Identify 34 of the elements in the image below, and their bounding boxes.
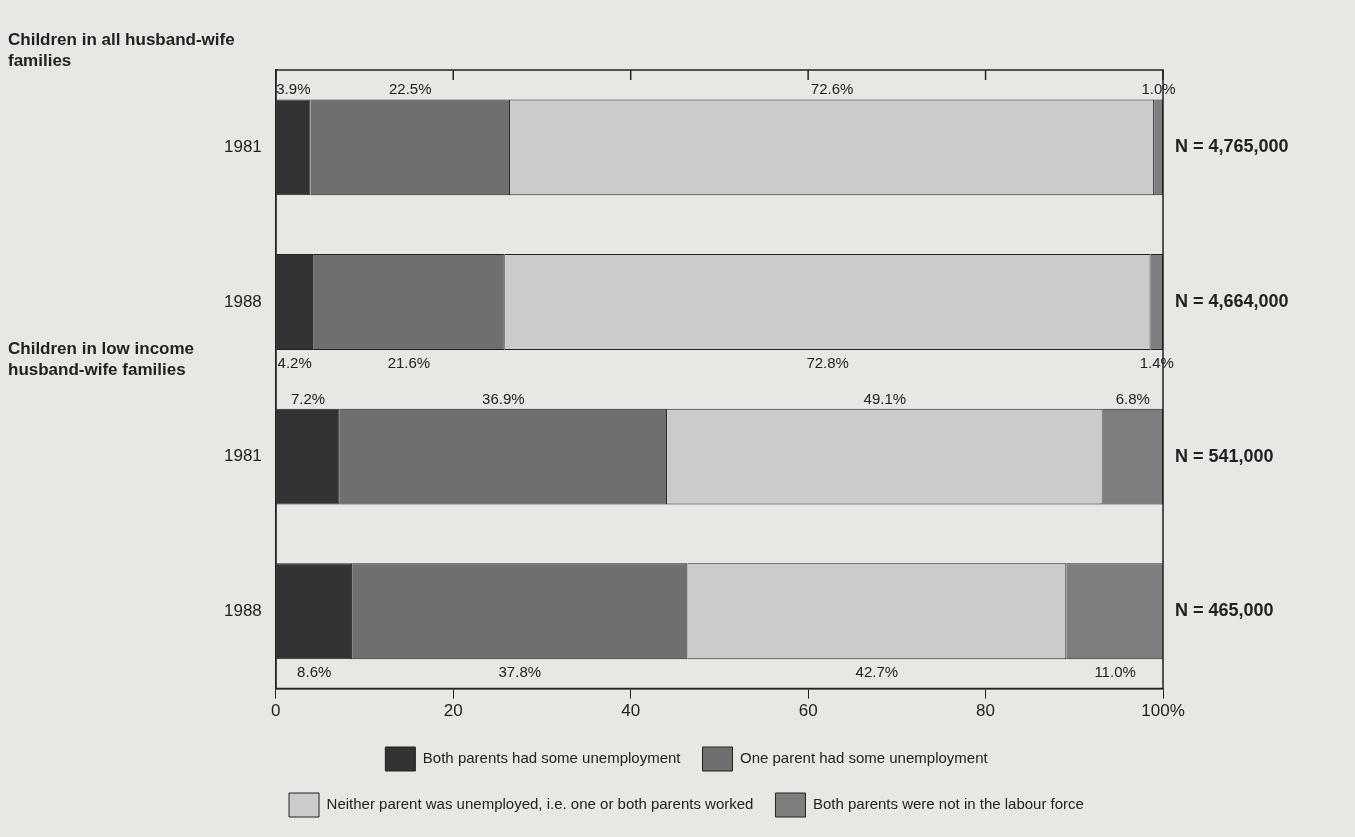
data-label: 11.0% — [1094, 662, 1136, 680]
text: N = 4,664,000 — [1175, 290, 1289, 311]
data-label: 6.8% — [1115, 389, 1150, 407]
data-label: 42.7% — [855, 662, 899, 680]
y-tick-label: 1988 — [223, 600, 262, 620]
data-label: 72.6% — [810, 80, 854, 98]
data-label: 72.8% — [806, 353, 849, 371]
x-tick-label: 60 — [798, 701, 818, 721]
data-label: 3.9% — [276, 80, 311, 98]
data-label: 22.5% — [388, 80, 432, 98]
y-tick-label: 1988 — [223, 291, 262, 311]
data-label: 49.1% — [863, 389, 907, 407]
legend-label: One parent had some unemployment — [740, 749, 989, 767]
legend-label: Neither parent was unemployed, i.e. one or both parents worked — [326, 795, 754, 813]
x-tick-label: 40 — [621, 701, 641, 721]
legend-label: Both parents were not in the labour force — [812, 795, 1084, 813]
data-label: 37.8% — [498, 662, 542, 680]
x-tick-label: 0 — [271, 701, 281, 721]
data-label: 7.2% — [290, 389, 326, 407]
text: Children in low income husband-wife families — [8, 338, 195, 379]
text: Children in all husband-wife families — [8, 29, 235, 70]
data-label: 36.9% — [482, 389, 525, 407]
y-tick-label: 1981 — [223, 137, 262, 157]
text: N = 541,000 — [1175, 445, 1274, 466]
data-label: 4.2% — [277, 353, 312, 371]
text: N = 465,000 — [1175, 600, 1274, 621]
x-tick-label: 80 — [976, 701, 996, 721]
legend-label: Both parents had some unemployment — [422, 749, 682, 767]
text: N = 4,765,000 — [1175, 136, 1289, 157]
data-label: 21.6% — [387, 353, 431, 371]
x-tick-label: 20 — [443, 701, 463, 721]
data-label: 8.6% — [297, 662, 332, 680]
y-tick-label: 1981 — [223, 446, 262, 466]
x-tick-label: 100% — [1141, 701, 1185, 721]
